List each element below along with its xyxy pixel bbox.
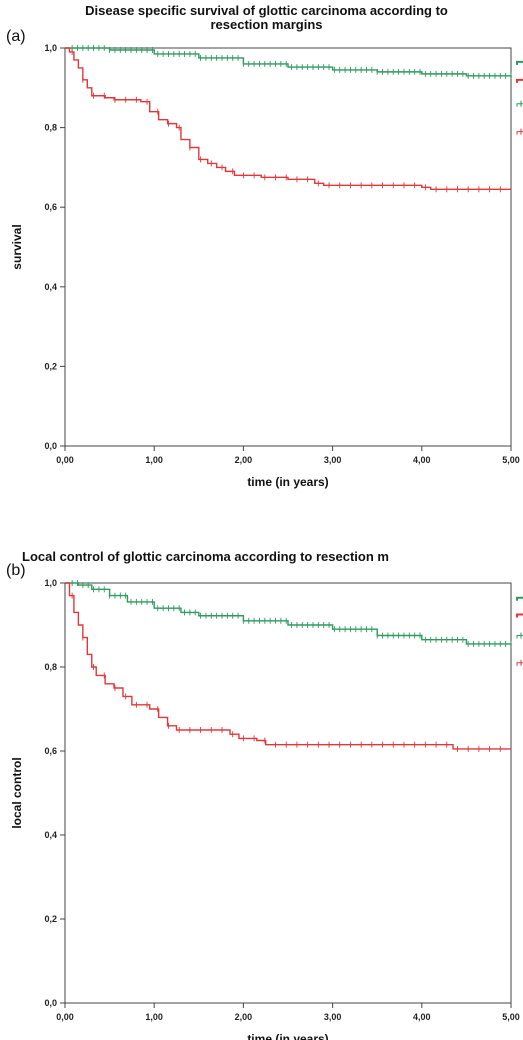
y-tick-label: 0,6 xyxy=(44,746,57,756)
y-tick-label: 1,0 xyxy=(44,578,57,588)
chart-title-line-1: Disease specific survival of glottic car… xyxy=(85,3,448,18)
legend-edge-mark xyxy=(516,60,523,65)
x-tick-label: 0,00 xyxy=(56,455,74,465)
y-tick-label: 0,2 xyxy=(44,361,57,371)
series-line-1 xyxy=(65,582,512,646)
y-tick-label: 1,0 xyxy=(44,43,57,53)
series-line-2 xyxy=(65,582,511,750)
survival-chart-svg: 0,0 0,2 0,4 0,6 0,8 1,0 0,00 1,00 2,00 3,00 4,00 5,… xyxy=(10,43,523,489)
y-tick-label: 0,0 xyxy=(44,441,57,451)
y-axis-label: survival xyxy=(10,224,24,269)
y-tick-label: 0,4 xyxy=(44,830,57,840)
legend-edge-mark xyxy=(516,103,523,107)
y-tick-label: 0,8 xyxy=(44,662,57,672)
plot-area xyxy=(64,582,512,1004)
chart-title-line-1: Local control of glottic carcinoma accor… xyxy=(22,549,389,564)
plot-area xyxy=(64,47,512,447)
legend-edge-mark xyxy=(516,78,523,83)
x-tick-label: 2,00 xyxy=(235,1012,253,1022)
x-tick-label: 4,00 xyxy=(413,1012,431,1022)
panel-letter: (a) xyxy=(6,28,26,45)
panel-letter: (b) xyxy=(6,562,26,579)
legend-edge-mark xyxy=(516,596,523,601)
local-control-chart-panel: Local control of glottic carcinoma accor… xyxy=(0,520,523,1040)
y-tick-label: 0,6 xyxy=(44,202,57,212)
series-line-1 xyxy=(65,47,512,78)
y-tick-label: 0,2 xyxy=(44,914,57,924)
y-tick-label: 0,4 xyxy=(44,282,57,292)
x-tick-label: 0,00 xyxy=(56,1012,74,1022)
x-tick-label: 3,00 xyxy=(324,1012,342,1022)
x-tick-label: 2,00 xyxy=(235,455,253,465)
y-tick-label: 0,0 xyxy=(44,998,57,1008)
x-axis-label: time (in years) xyxy=(247,1032,328,1040)
x-tick-label: 1,00 xyxy=(145,455,163,465)
y-axis-label: local control xyxy=(10,757,24,828)
chart-title: Disease specific survival of glottic car… xyxy=(10,4,523,32)
x-axis-label: time (in years) xyxy=(247,475,328,489)
chart-title: Local control of glottic carcinoma accor… xyxy=(22,550,523,564)
y-tick-label: 0,8 xyxy=(44,123,57,133)
x-tick-label: 1,00 xyxy=(145,1012,163,1022)
x-tick-label: 4,00 xyxy=(413,455,431,465)
chart-title-line-2: resection margins xyxy=(210,17,323,32)
legend-edge-mark xyxy=(516,635,523,639)
x-tick-label: 5,00 xyxy=(502,1012,520,1022)
series-line-2 xyxy=(65,47,511,190)
legend-edge-mark xyxy=(516,662,523,666)
survival-chart-panel: Disease specific survival of glottic car… xyxy=(6,4,523,489)
x-tick-label: 5,00 xyxy=(502,455,520,465)
legend-edge-mark xyxy=(516,613,523,618)
x-tick-label: 3,00 xyxy=(324,455,342,465)
local-control-chart-svg: 0,0 0,2 0,4 0,6 0,8 1,0 0,00 1,00 2,00 3,00 4,00 5,… xyxy=(10,578,523,1040)
legend-edge-mark xyxy=(516,131,523,135)
